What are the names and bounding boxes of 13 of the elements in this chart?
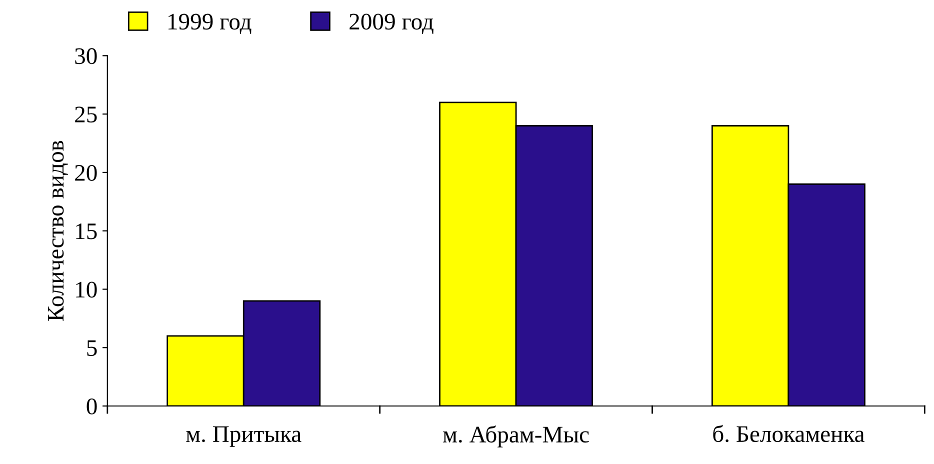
x-tick-label: м. Абрам-Мыс: [443, 425, 589, 448]
y-tick-label: 30: [75, 48, 97, 64]
y-tick-label: 20: [75, 164, 97, 181]
legend-label: 1999 год: [168, 14, 252, 34]
y-tick-label: 15: [76, 223, 97, 240]
y-tick-label: 25: [75, 106, 97, 122]
y-tick-label: 0: [86, 398, 97, 414]
x-tick-label: б. Белокаменка: [713, 424, 864, 442]
legend-label: 2009 год: [350, 14, 434, 34]
y-tick-label: 10: [76, 282, 97, 298]
y-tick-label: 5: [87, 340, 97, 356]
y-axis-title: Количество видов: [48, 140, 68, 321]
x-tick-label: м. Притыка: [186, 426, 302, 447]
